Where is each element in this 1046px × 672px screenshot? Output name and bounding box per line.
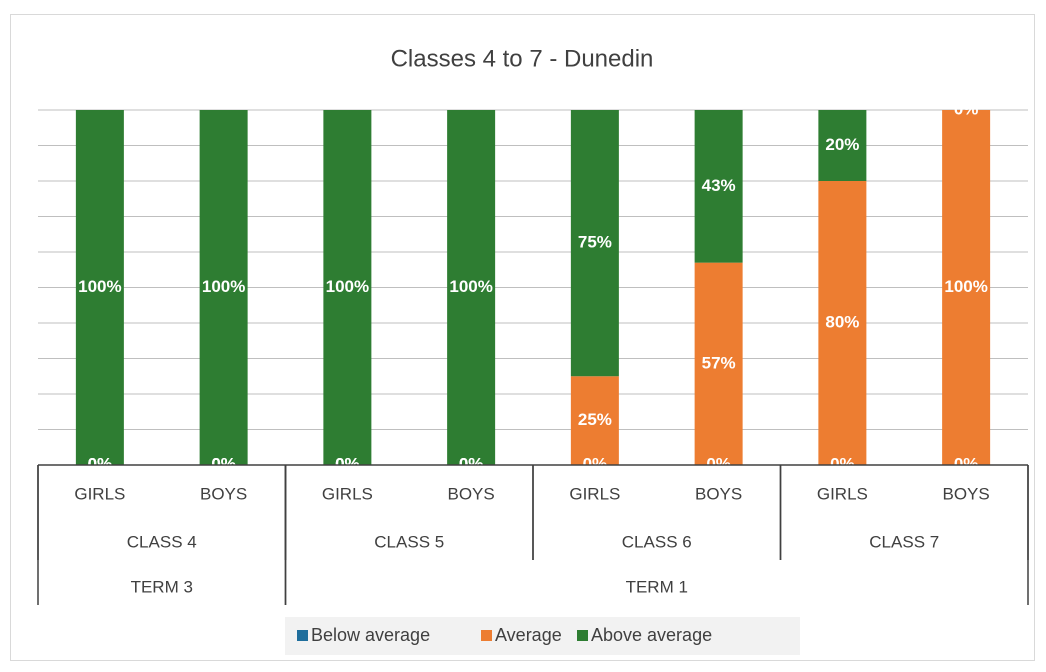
data-label: 0% (954, 99, 979, 118)
bar-segment (570, 376, 619, 465)
x-tick-label: CLASS 7 (869, 532, 939, 551)
bar-segment (694, 110, 743, 263)
bar-segment (818, 110, 867, 181)
x-tick-label: GIRLS (74, 484, 125, 503)
data-label: 100% (326, 277, 369, 296)
x-tick-label: GIRLS (569, 484, 620, 503)
chart-frame (10, 14, 1035, 661)
data-label: 0% (211, 454, 236, 473)
x-tick-label: BOYS (943, 484, 990, 503)
data-label: 57% (702, 353, 736, 372)
data-label: 0% (335, 454, 360, 473)
data-label: 0% (211, 454, 236, 473)
bar-segment (75, 110, 124, 465)
x-tick-label: CLASS 6 (622, 532, 692, 551)
legend-box (285, 617, 800, 655)
data-label: 80% (825, 312, 859, 331)
x-tick-label: GIRLS (322, 484, 373, 503)
data-label: 0% (88, 454, 113, 473)
chart-title: Classes 4 to 7 - Dunedin (391, 45, 654, 72)
data-label: 0% (954, 454, 979, 473)
data-label: 0% (335, 454, 360, 473)
legend-swatch (297, 630, 308, 641)
data-label: 0% (583, 454, 608, 473)
data-label: 100% (78, 277, 121, 296)
x-tick-label: TERM 3 (131, 577, 193, 596)
bar-segment (570, 110, 619, 377)
bar-segment (694, 262, 743, 465)
data-label: 100% (449, 277, 492, 296)
legend-swatch (481, 630, 492, 641)
bar-segment (818, 181, 867, 465)
data-label: 75% (578, 233, 612, 252)
x-tick-label: BOYS (200, 484, 247, 503)
legend-swatch (577, 630, 588, 641)
legend-label: Above average (591, 625, 712, 645)
bar-segment (199, 110, 248, 465)
x-tick-label: BOYS (448, 484, 495, 503)
data-label: 20% (825, 135, 859, 154)
x-tick-label: CLASS 4 (127, 532, 197, 551)
data-label: 43% (702, 176, 736, 195)
legend-label: Below average (311, 625, 430, 645)
x-tick-label: BOYS (695, 484, 742, 503)
x-tick-label: GIRLS (817, 484, 868, 503)
bar-segment (942, 110, 991, 465)
data-label: 0% (459, 454, 484, 473)
data-label: 0% (830, 454, 855, 473)
bar-segment (447, 110, 496, 465)
data-label: 100% (944, 277, 987, 296)
data-label: 0% (706, 454, 731, 473)
legend-label: Average (495, 625, 562, 645)
x-tick-label: TERM 1 (626, 577, 688, 596)
data-label: 0% (459, 454, 484, 473)
data-label: 100% (202, 277, 245, 296)
data-label: 25% (578, 410, 612, 429)
x-tick-label: CLASS 5 (374, 532, 444, 551)
bar-segment (323, 110, 372, 465)
data-label: 0% (88, 454, 113, 473)
